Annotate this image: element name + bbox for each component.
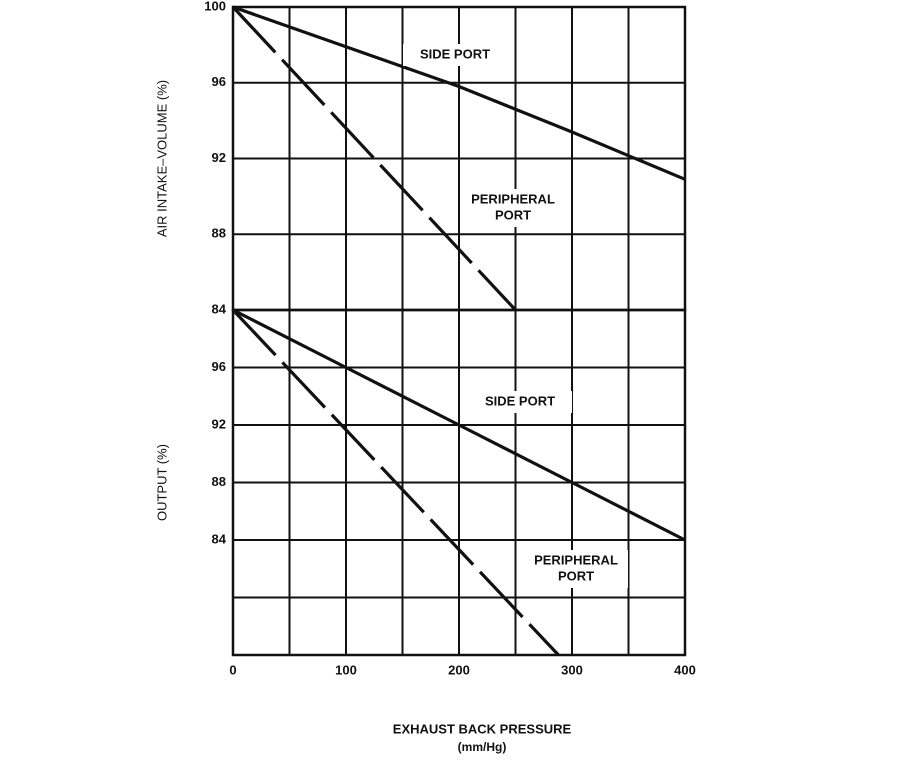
x-tick-label: 300: [561, 662, 583, 677]
x-tick-label: 200: [448, 662, 470, 677]
label-background: [461, 189, 565, 227]
y-tick-label: 96: [212, 74, 226, 89]
x-axis-title: (mm/Hg): [458, 740, 507, 754]
series-line: [231, 5, 517, 312]
label-background: [403, 44, 507, 66]
y-tick-label: 88: [212, 226, 226, 241]
y-tick-label: 84: [212, 531, 227, 546]
y-axis-title: OUTPUT (%): [154, 444, 169, 521]
y-tick-label: 88: [212, 474, 226, 489]
series-label: PORT: [558, 568, 594, 583]
series-label: PERIPHERAL: [471, 191, 555, 206]
series-line: [232, 308, 686, 542]
x-axis-title: EXHAUST BACK PRESSURE: [393, 721, 572, 736]
y-tick-label: 100: [204, 0, 226, 13]
y-tick-label: 92: [212, 416, 226, 431]
x-tick-label: 0: [229, 662, 236, 677]
series-label: SIDE PORT: [485, 393, 555, 408]
y-tick-label: 84: [212, 301, 227, 316]
plot-frame: [231, 308, 687, 657]
series-line: [232, 5, 686, 181]
series-label: SIDE PORT: [420, 46, 490, 61]
series-label: PORT: [495, 207, 531, 222]
label-background: [524, 550, 628, 588]
x-tick-label: 100: [335, 662, 357, 677]
y-tick-label: 92: [212, 150, 226, 165]
x-tick-label: 400: [674, 662, 696, 677]
label-background: [468, 391, 572, 413]
y-tick-label: 96: [212, 359, 226, 374]
series-line: [231, 308, 560, 657]
y-axis-title: AIR INTAKE–VOLUME (%): [154, 80, 169, 237]
series-label: PERIPHERAL: [534, 552, 618, 567]
